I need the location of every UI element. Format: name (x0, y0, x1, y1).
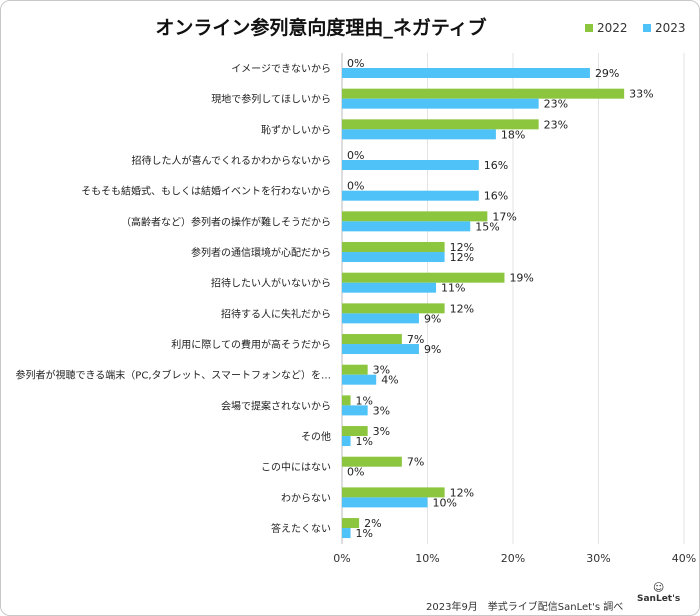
bar-2023 (342, 252, 445, 263)
bar-2023 (342, 160, 479, 171)
x-tick-label: 30% (586, 552, 610, 565)
category-label: 招待した人が喜んでくれるかわからないから (132, 154, 332, 167)
data-label-2023: 23% (544, 98, 568, 111)
data-label-2023: 12% (450, 251, 474, 264)
bar-2023 (342, 497, 428, 508)
legend-item-2023: 2023 (643, 21, 686, 35)
bar-2022 (342, 272, 505, 283)
bar-2022 (342, 456, 402, 467)
data-label-2022: 17% (492, 210, 516, 223)
bar-2023 (342, 98, 539, 109)
bar-2022 (342, 364, 368, 375)
bar-2022 (342, 395, 351, 406)
data-label-2023: 0% (347, 466, 364, 479)
data-label-2022: 0% (347, 57, 364, 70)
bar-chart: 0% 10% 20% 30% 40% イメージできないから 0% 29% 現地で参列してほしいか… (16, 53, 696, 565)
data-label-2022: 2% (364, 517, 381, 530)
data-label-2023: 11% (441, 282, 465, 295)
data-label-2022: 19% (509, 272, 533, 285)
bar-2023 (342, 68, 590, 78)
category-label: 会場で提案されないから (221, 399, 331, 412)
bar-2022 (342, 88, 625, 99)
bar-2023 (342, 374, 377, 385)
category-label: その他 (301, 430, 331, 443)
data-label-2023: 1% (356, 435, 373, 448)
bar-2022 (342, 211, 488, 222)
data-label-2022: 7% (407, 456, 424, 469)
category-label: イメージできないから (231, 63, 331, 75)
category-label: （高齢者など）参列者の操作が難しそうだから (121, 215, 331, 228)
category-label: 参列者の通信環境が心配だから (191, 246, 331, 259)
category-label: 招待したい人がいないから (211, 277, 331, 290)
bar-2023 (342, 313, 419, 324)
data-label-2022: 12% (450, 486, 474, 499)
data-label-2023: 9% (424, 343, 441, 356)
category-label: 答えたくない (271, 522, 331, 535)
bar-2023 (342, 528, 351, 539)
category-label: 招待する人に失礼だから (221, 307, 331, 320)
category-label: 現地で参列してほしいから (211, 93, 331, 106)
bar-2023 (342, 282, 437, 293)
category-label: そもそも結婚式、もしくは結婚イベントを行わないから (81, 185, 331, 198)
legend-swatch-2023 (643, 24, 651, 32)
bar-2022 (342, 303, 445, 314)
legend-label: 2023 (655, 21, 686, 35)
category-label: 恥ずかしいから (261, 124, 331, 136)
data-label-2023: 9% (424, 312, 441, 325)
data-label-2022: 0% (347, 149, 364, 162)
data-label-2022: 23% (544, 118, 568, 131)
data-label-2022: 12% (450, 241, 474, 254)
category-label: わからない (281, 492, 331, 504)
data-label-2023: 18% (501, 128, 525, 141)
data-label-2022: 7% (407, 333, 424, 346)
data-label-2022: 0% (347, 180, 364, 193)
bar-2022 (342, 426, 368, 437)
legend-item-2022: 2022 (585, 21, 628, 35)
bar-2022 (342, 518, 360, 529)
data-label-2023: 16% (484, 190, 508, 203)
x-tick-label: 20% (501, 552, 525, 565)
category-label: この中にはない (261, 461, 331, 474)
x-tick-label: 40% (672, 552, 696, 565)
bar-2022 (342, 242, 445, 253)
data-label-2023: 10% (433, 496, 457, 509)
legend-label: 2022 (597, 21, 628, 35)
bar-2023 (342, 221, 471, 232)
x-tick-label: 0% (333, 552, 350, 565)
category-label: 利用に際しての費用が高そうだから (171, 338, 331, 351)
data-label-2022: 1% (356, 394, 373, 407)
data-label-2023: 29% (595, 67, 619, 80)
data-label-2023: 16% (484, 159, 508, 172)
data-label-2022: 33% (629, 88, 653, 101)
bar-2023 (342, 405, 368, 416)
category-label: 参列者が視聴できる端末（PC,タブレット、スマートフォンなど）を… (16, 369, 332, 382)
bar-2023 (342, 129, 496, 140)
data-label-2023: 3% (373, 404, 390, 417)
data-label-2022: 12% (450, 302, 474, 315)
x-tick-label: 10% (415, 552, 439, 565)
data-label-2022: 3% (373, 425, 390, 438)
bar-2022 (342, 334, 402, 345)
sanlets-logo: ☺ SanLet's (637, 581, 681, 604)
chart-title: オンライン参列意向度理由_ネガティブ (155, 17, 487, 39)
data-label-2023: 15% (475, 220, 499, 233)
data-label-2022: 3% (373, 364, 390, 377)
bar-2023 (342, 436, 351, 447)
bar-2022 (342, 487, 445, 498)
bar-2022 (342, 119, 539, 130)
legend-swatch-2022 (585, 24, 593, 32)
footer-source: 2023年9月 挙式ライブ配信SanLet's 調べ (426, 602, 624, 613)
logo-text: SanLet's (637, 594, 681, 604)
bar-2023 (342, 190, 479, 201)
bar-2023 (342, 344, 419, 355)
data-label-2023: 4% (381, 374, 398, 387)
data-label-2023: 1% (356, 527, 373, 540)
